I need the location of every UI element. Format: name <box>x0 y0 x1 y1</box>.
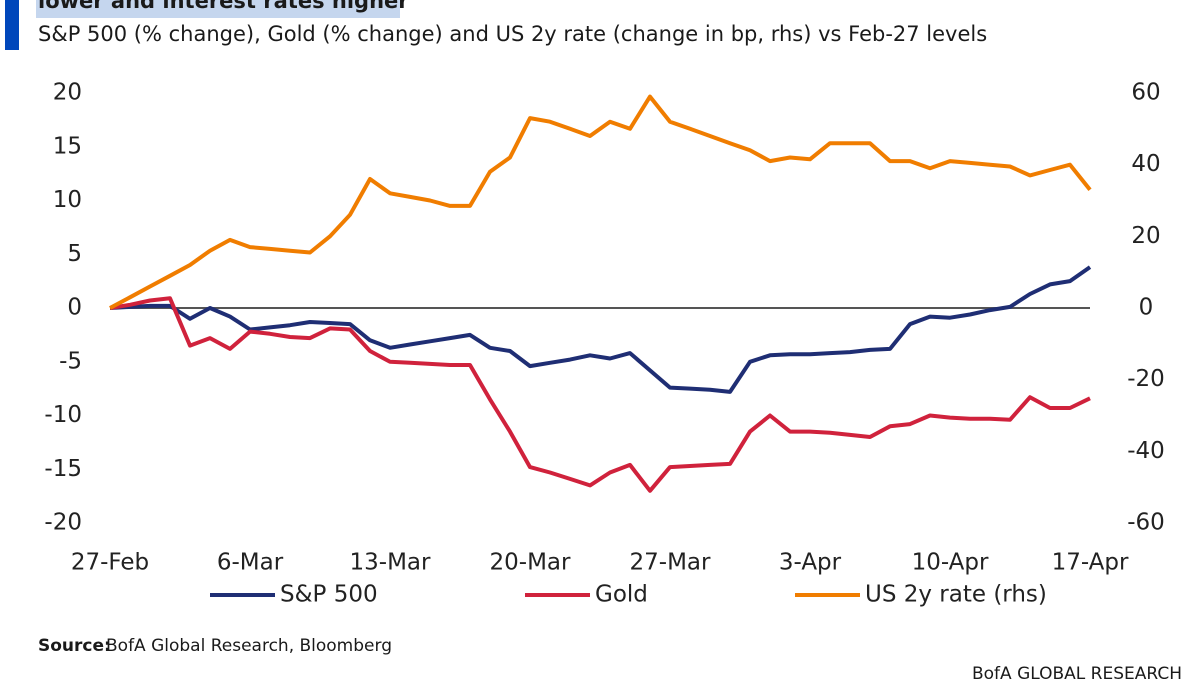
y2-tick-label: 0 <box>1139 295 1154 321</box>
y2-tick-label: 60 <box>1131 80 1160 106</box>
y2-tick-label: -60 <box>1127 510 1165 536</box>
y-tick-label: 0 <box>67 295 82 321</box>
chart-subtitle: S&P 500 (% change), Gold (% change) and … <box>38 22 987 46</box>
y-tick-label: -5 <box>59 348 82 374</box>
x-tick-label: 20-Mar <box>490 550 572 576</box>
y2-tick-label: 40 <box>1131 151 1160 177</box>
x-tick-label: 6-Mar <box>217 550 284 576</box>
accent-bar <box>5 0 19 50</box>
x-tick-label: 17-Apr <box>1052 550 1129 576</box>
series-line <box>109 265 1092 394</box>
series-line <box>109 296 1091 493</box>
y2-tick-label: -20 <box>1127 366 1165 392</box>
y-tick-label: 10 <box>53 187 82 213</box>
y2-tick-label: -40 <box>1127 438 1165 464</box>
footer: BofA GLOBAL RESEARCH <box>972 664 1182 684</box>
x-tick-label: 3-Apr <box>779 550 842 576</box>
y-tick-label: -15 <box>44 456 82 482</box>
legend-label: S&P 500 <box>280 582 378 608</box>
legend-label: Gold <box>595 582 648 608</box>
x-tick-label: 13-Mar <box>350 550 432 576</box>
title-highlight <box>36 0 400 18</box>
series-line <box>109 94 1092 310</box>
x-tick-label: 27-Feb <box>71 550 149 576</box>
y2-tick-label: 20 <box>1131 223 1160 249</box>
source-label: Source: <box>38 636 111 656</box>
y-tick-label: 15 <box>53 133 82 159</box>
legend-label: US 2y rate (rhs) <box>865 582 1047 608</box>
y-tick-label: 5 <box>67 241 82 267</box>
y-tick-label: -20 <box>44 510 82 536</box>
x-tick-label: 27-Mar <box>630 550 712 576</box>
source: BofA Global Research, Bloomberg <box>106 636 392 656</box>
y-tick-label: -10 <box>44 402 82 428</box>
x-tick-label: 10-Apr <box>912 550 989 576</box>
chart-title: lower and interest rates higher <box>38 0 409 13</box>
y-tick-label: 20 <box>53 80 82 106</box>
